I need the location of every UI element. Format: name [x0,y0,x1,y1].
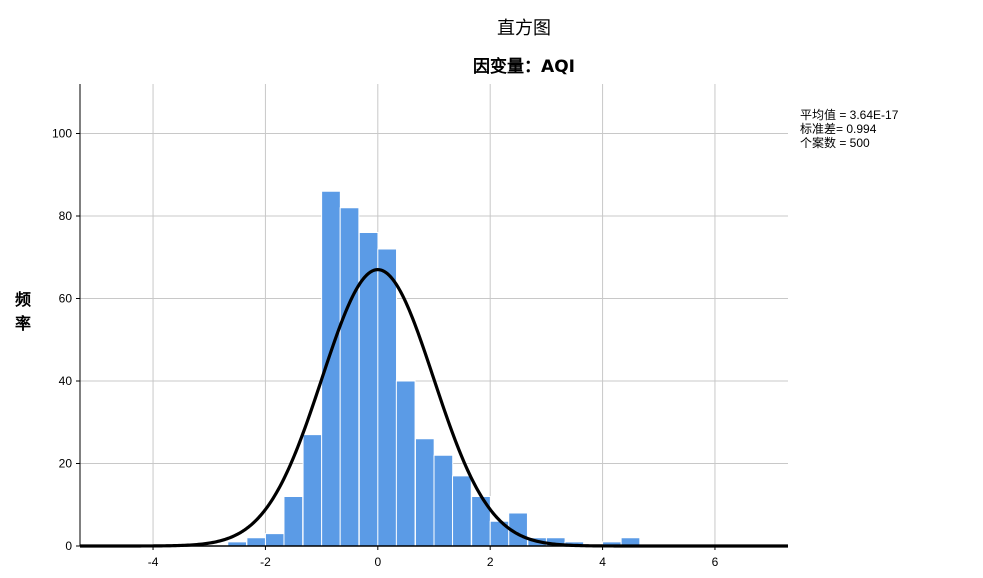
y-tick-label: 20 [59,457,73,471]
stat-sd: 标准差= 0.994 [800,122,877,136]
chart-title: 直方图 [497,18,551,39]
x-tick-label: 4 [599,555,606,569]
y-tick-label: 40 [59,374,73,388]
y-tick-label: 0 [65,539,72,553]
x-tick-label: 2 [487,555,494,569]
stats-box: 平均值 = 3.64E-17 标准差= 0.994 个案数 = 500 [800,108,898,150]
axes-layer [79,84,788,547]
chart-subtitle: 因变量：AQI [473,57,575,77]
stat-n: 个案数 = 500 [800,136,870,150]
histogram-bar [339,207,360,547]
histogram-bar [433,454,454,547]
histogram-bar [264,533,285,547]
y-axis-label: 频率 [14,290,31,333]
x-tick-label: 6 [712,555,719,569]
histogram-bar [452,475,472,547]
stat-mean: 平均值 = 3.64E-17 [800,108,899,122]
histogram-bar [395,380,416,547]
histogram-bar [246,537,267,547]
histogram-bar [302,434,323,547]
x-tick-label: -2 [260,555,271,569]
x-tick-label: -4 [148,555,159,569]
bars-layer [227,190,641,547]
histogram-bar [414,438,435,547]
y-tick-label: 80 [59,209,73,223]
y-tick-label: 60 [59,292,73,306]
y-tick-label: 100 [52,127,72,141]
histogram-bar [377,248,398,547]
x-tick-label: 0 [374,555,381,569]
histogram-bar [283,496,304,547]
